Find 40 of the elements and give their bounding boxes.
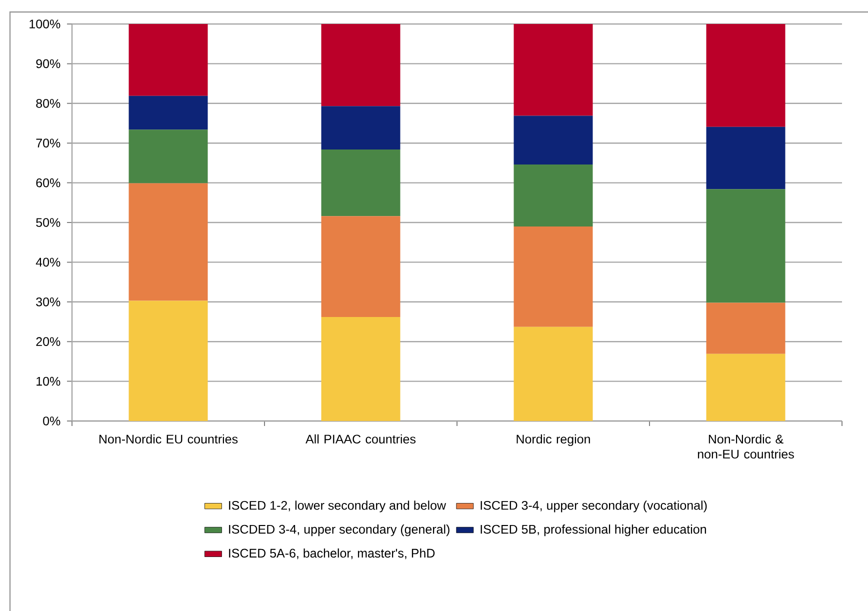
y-tick-label: 70% [36,138,60,148]
x-tick-label: Nordic region [516,434,590,446]
y-tick-label: 50% [36,218,60,227]
bar [514,116,593,165]
y-tick-label: 90% [36,59,60,68]
legend-label: ISCED 1-2, lower secondary and below [229,500,446,512]
bar [128,183,208,301]
y-tick-label: 30% [36,297,60,306]
bar [514,164,593,226]
legend-label: ISCED 5A-6, bachelor, master's, PhD [229,548,435,560]
bar [321,106,400,150]
bar [128,300,208,421]
bar [321,149,400,216]
bar [706,189,786,303]
bar [706,354,786,421]
legend-label: ISCED 3-4, upper secondary (vocational) [480,500,707,512]
bar [128,96,208,130]
y-tick-label: 80% [36,98,60,108]
legend-label: ISCDED 3-4, upper secondary (general) [229,524,450,536]
bar [128,24,208,96]
bar [514,226,593,327]
y-tick-label: 40% [36,258,60,267]
bar [321,216,400,317]
x-tick-label: All PIAAC countries [306,434,416,444]
bar [321,24,400,106]
x-tick-label: Non-Nordic EU countries [99,434,238,444]
x-tick-label: Non-Nordic & non-EU countries [698,434,794,459]
bar [321,316,400,421]
bar [706,126,786,190]
y-tick-label: 100% [30,20,60,28]
bar [514,326,593,421]
y-tick-label: 60% [36,178,60,188]
y-tick-label: 0% [43,416,60,426]
bar [514,24,593,116]
bar [706,302,786,354]
y-tick-label: 20% [36,337,60,346]
bar [706,24,786,127]
legend-label: ISCED 5B, professional higher education [480,524,706,536]
bar [128,130,208,184]
y-tick-label: 10% [36,376,60,386]
